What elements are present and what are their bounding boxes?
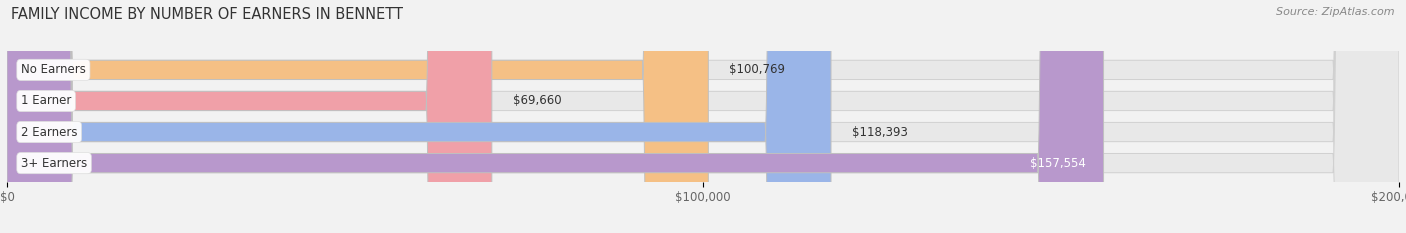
Text: 2 Earners: 2 Earners [21, 126, 77, 139]
Text: Source: ZipAtlas.com: Source: ZipAtlas.com [1277, 7, 1395, 17]
Text: No Earners: No Earners [21, 63, 86, 76]
FancyBboxPatch shape [7, 0, 1104, 233]
Text: 1 Earner: 1 Earner [21, 94, 72, 107]
Text: $100,769: $100,769 [730, 63, 785, 76]
Text: 3+ Earners: 3+ Earners [21, 157, 87, 170]
FancyBboxPatch shape [7, 0, 831, 233]
FancyBboxPatch shape [7, 0, 492, 233]
FancyBboxPatch shape [7, 0, 1399, 233]
FancyBboxPatch shape [7, 0, 709, 233]
Text: FAMILY INCOME BY NUMBER OF EARNERS IN BENNETT: FAMILY INCOME BY NUMBER OF EARNERS IN BE… [11, 7, 404, 22]
FancyBboxPatch shape [7, 0, 1399, 233]
Text: $118,393: $118,393 [852, 126, 908, 139]
FancyBboxPatch shape [7, 0, 1399, 233]
Text: $69,660: $69,660 [513, 94, 561, 107]
FancyBboxPatch shape [7, 0, 1399, 233]
Text: $157,554: $157,554 [1031, 157, 1087, 170]
